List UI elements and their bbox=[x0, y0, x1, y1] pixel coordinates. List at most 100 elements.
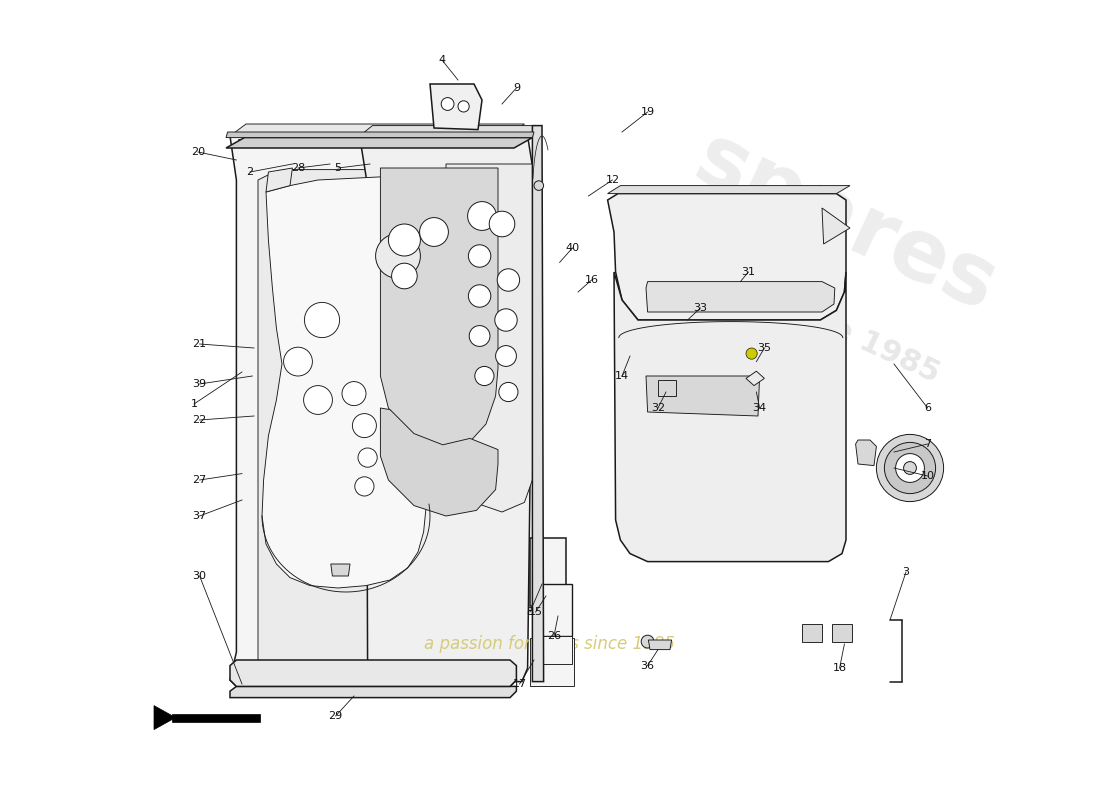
Circle shape bbox=[469, 245, 491, 267]
Polygon shape bbox=[607, 194, 846, 320]
Polygon shape bbox=[856, 440, 877, 466]
Polygon shape bbox=[614, 272, 846, 562]
Polygon shape bbox=[746, 371, 764, 386]
Circle shape bbox=[496, 346, 516, 366]
Text: 19: 19 bbox=[640, 107, 654, 117]
Circle shape bbox=[388, 224, 420, 256]
Text: 12: 12 bbox=[605, 175, 619, 185]
Text: 3: 3 bbox=[902, 567, 910, 577]
Circle shape bbox=[895, 454, 924, 482]
Bar bbox=[658, 380, 675, 396]
Circle shape bbox=[470, 326, 490, 346]
Circle shape bbox=[746, 348, 757, 359]
Text: 32: 32 bbox=[651, 403, 666, 413]
Circle shape bbox=[375, 234, 420, 278]
Polygon shape bbox=[230, 136, 516, 686]
Bar bbox=[802, 624, 822, 642]
Polygon shape bbox=[154, 706, 176, 730]
Polygon shape bbox=[381, 408, 498, 516]
Text: 17: 17 bbox=[513, 679, 527, 689]
Polygon shape bbox=[532, 126, 543, 682]
Polygon shape bbox=[646, 376, 760, 416]
Polygon shape bbox=[607, 186, 850, 194]
Polygon shape bbox=[646, 282, 835, 312]
Polygon shape bbox=[262, 176, 428, 588]
Polygon shape bbox=[226, 132, 534, 138]
Polygon shape bbox=[230, 686, 516, 698]
Text: 30: 30 bbox=[192, 571, 207, 581]
Circle shape bbox=[877, 434, 944, 502]
Circle shape bbox=[468, 202, 496, 230]
Text: 40: 40 bbox=[565, 243, 580, 253]
Text: 35: 35 bbox=[758, 343, 771, 353]
Text: 37: 37 bbox=[192, 511, 207, 521]
Circle shape bbox=[903, 462, 916, 474]
Text: 27: 27 bbox=[192, 475, 207, 485]
Polygon shape bbox=[258, 170, 502, 670]
Text: 31: 31 bbox=[741, 267, 756, 277]
Polygon shape bbox=[822, 208, 850, 244]
Text: 14: 14 bbox=[615, 371, 629, 381]
Text: 36: 36 bbox=[640, 661, 654, 670]
Text: 22: 22 bbox=[192, 415, 207, 425]
Circle shape bbox=[342, 382, 366, 406]
Circle shape bbox=[490, 211, 515, 237]
Polygon shape bbox=[226, 138, 532, 148]
Text: 28: 28 bbox=[290, 163, 305, 173]
Text: 18: 18 bbox=[833, 663, 847, 673]
Text: 9: 9 bbox=[513, 83, 520, 93]
Text: 34: 34 bbox=[752, 403, 767, 413]
Text: 6: 6 bbox=[924, 403, 931, 413]
Bar bbox=[542, 636, 572, 664]
Circle shape bbox=[304, 386, 332, 414]
Bar bbox=[530, 638, 574, 686]
Text: 39: 39 bbox=[192, 379, 207, 389]
Text: 1: 1 bbox=[190, 399, 198, 409]
Circle shape bbox=[534, 181, 543, 190]
Text: 2: 2 bbox=[246, 167, 254, 177]
Polygon shape bbox=[266, 168, 293, 192]
Circle shape bbox=[498, 382, 518, 402]
Polygon shape bbox=[360, 136, 534, 682]
Circle shape bbox=[497, 269, 519, 291]
Text: 7: 7 bbox=[924, 439, 932, 449]
Bar bbox=[542, 584, 572, 636]
Text: 29: 29 bbox=[329, 711, 343, 721]
Circle shape bbox=[305, 302, 340, 338]
Polygon shape bbox=[446, 164, 534, 512]
Bar bbox=[530, 538, 566, 606]
Polygon shape bbox=[648, 640, 672, 650]
Polygon shape bbox=[331, 564, 350, 576]
Polygon shape bbox=[381, 168, 498, 448]
Circle shape bbox=[475, 366, 494, 386]
Text: 33: 33 bbox=[693, 303, 707, 313]
Polygon shape bbox=[360, 126, 542, 136]
Text: 10: 10 bbox=[921, 471, 935, 481]
Polygon shape bbox=[230, 124, 525, 136]
Circle shape bbox=[495, 309, 517, 331]
Bar bbox=[832, 624, 851, 642]
Text: 16: 16 bbox=[584, 275, 598, 285]
Circle shape bbox=[392, 263, 417, 289]
Circle shape bbox=[355, 477, 374, 496]
Circle shape bbox=[284, 347, 312, 376]
Polygon shape bbox=[430, 84, 482, 130]
Text: a passion for parts since 1985: a passion for parts since 1985 bbox=[425, 635, 675, 653]
Circle shape bbox=[441, 98, 454, 110]
Polygon shape bbox=[230, 660, 516, 686]
Text: 21: 21 bbox=[192, 339, 207, 349]
Circle shape bbox=[641, 635, 654, 648]
Text: spares: spares bbox=[682, 118, 1010, 330]
Circle shape bbox=[352, 414, 376, 438]
Text: since 1985: since 1985 bbox=[764, 284, 944, 388]
Circle shape bbox=[469, 285, 491, 307]
Text: 20: 20 bbox=[191, 147, 205, 157]
Text: 8: 8 bbox=[527, 607, 534, 617]
Circle shape bbox=[458, 101, 470, 112]
Circle shape bbox=[358, 448, 377, 467]
Text: 15: 15 bbox=[529, 607, 542, 617]
Polygon shape bbox=[173, 714, 261, 722]
Text: 4: 4 bbox=[439, 55, 446, 65]
Circle shape bbox=[884, 442, 936, 494]
Text: 5: 5 bbox=[334, 163, 341, 173]
